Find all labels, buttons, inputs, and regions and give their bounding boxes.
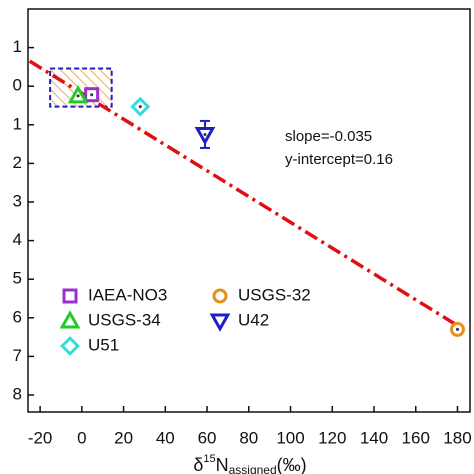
y-tick-label: 1 <box>13 114 22 133</box>
point-center <box>455 327 459 331</box>
legend-marker <box>60 336 80 356</box>
y-tick-label: 1 <box>13 37 22 56</box>
x-tick-label: -20 <box>28 428 53 447</box>
fit-line <box>28 59 459 328</box>
x-tick-label: 80 <box>239 428 258 447</box>
y-tick-label: 4 <box>13 230 22 249</box>
y-tick-label: 8 <box>13 384 22 403</box>
legend-label: U42 <box>238 310 269 329</box>
legend-marker <box>212 288 228 304</box>
x-tick-label: 20 <box>114 428 133 447</box>
legend-label: USGS-32 <box>238 285 311 304</box>
x-tick-label: 180 <box>443 428 471 447</box>
x-axis-label: δ15Nassigned(‰) <box>193 453 306 474</box>
y-tick-label: 3 <box>13 191 22 210</box>
x-label-part: 15 <box>203 453 215 465</box>
x-tick-label: 0 <box>77 428 86 447</box>
x-label-part: assigned <box>229 463 277 474</box>
y-tick-label: 6 <box>13 307 22 326</box>
x-tick-label: 40 <box>156 428 175 447</box>
y-tick-label: 7 <box>13 346 22 365</box>
legend-label: IAEA-NO3 <box>88 285 167 304</box>
annotation: y-intercept=0.16 <box>285 151 393 168</box>
y-tick-label: 0 <box>13 76 22 95</box>
legend-marker <box>209 313 231 332</box>
point-center <box>76 94 80 98</box>
y-tick-label: 2 <box>13 153 22 172</box>
x-label-part: N <box>216 455 229 474</box>
x-tick-label: 120 <box>318 428 346 447</box>
x-label-part: (‰) <box>277 455 307 474</box>
x-label-part: δ <box>193 455 203 474</box>
legend-label: USGS-34 <box>88 310 161 329</box>
x-tick-label: 140 <box>360 428 388 447</box>
x-tick-label: 60 <box>198 428 217 447</box>
legend-label: U51 <box>88 335 119 354</box>
legend-marker <box>59 310 81 329</box>
x-tick-label: 160 <box>402 428 430 447</box>
point-center <box>203 132 207 136</box>
legend-marker <box>62 288 78 304</box>
x-tick-label: 100 <box>276 428 304 447</box>
point-center <box>90 93 94 97</box>
point-center <box>138 105 142 109</box>
annotation: slope=-0.035 <box>285 128 372 145</box>
y-tick-label: 5 <box>13 269 22 288</box>
